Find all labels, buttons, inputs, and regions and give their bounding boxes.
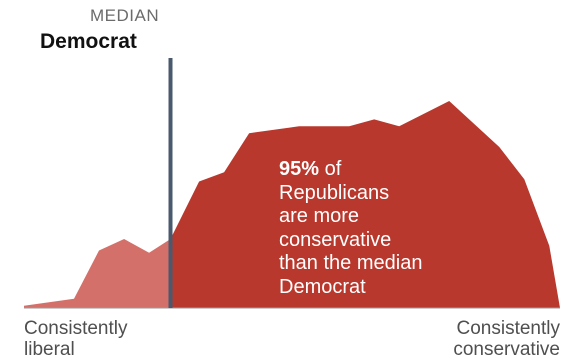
series-area-liberal <box>24 239 171 308</box>
x-axis-right-label-line: Consistently <box>456 318 561 339</box>
annotation-line: conservative <box>279 228 392 251</box>
annotation-line: of <box>324 158 342 180</box>
annotation-line: Democrat <box>279 275 366 298</box>
series-area-conservative <box>170 101 560 308</box>
x-axis-right-label: Consistently conservative <box>453 318 560 360</box>
annotation: 95% of Republicans are more conservative… <box>279 158 539 299</box>
x-axis-left-label-line: liberal <box>24 339 75 360</box>
x-axis-left-label: Consistently liberal <box>24 318 128 360</box>
x-axis-right-label-line: conservative <box>453 339 560 360</box>
median-party-label: Democrat <box>40 30 137 53</box>
annotation-line: Republicans <box>279 181 390 204</box>
annotation-percent: 95% <box>279 158 320 180</box>
x-axis-left-label-line: Consistently <box>24 318 128 339</box>
median-kicker: MEDIAN <box>90 6 160 25</box>
annotation-line: are more <box>279 205 360 227</box>
annotation-line: than the median <box>279 252 423 274</box>
